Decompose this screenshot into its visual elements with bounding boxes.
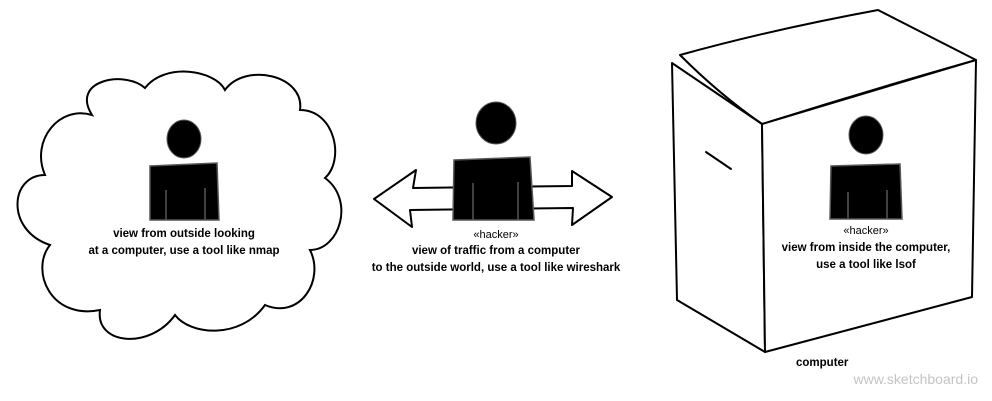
traffic-hacker-figure-icon[interactable] [452,101,535,221]
cloud-label: view from outside looking at a computer,… [74,226,294,260]
inside-stereotype: «hacker» [843,225,889,237]
inside-label-line2: use a tool like lsof [816,259,916,271]
cloud-hacker-figure-icon[interactable] [149,119,220,221]
cloud-label-line1: view from outside looking [113,228,255,240]
inside-label-line1: view from inside the computer, [781,242,951,254]
traffic-label-line2: to the outside world, use a tool like wi… [371,262,621,274]
inside-hacker-figure-icon[interactable] [829,115,903,220]
computer-box-icon[interactable] [671,9,977,353]
traffic-label: view of traffic from a computer to the o… [346,243,646,277]
traffic-stereotype: «hacker» [473,229,519,241]
cloud-label-line2: at a computer, use a tool like nmap [88,245,280,257]
watermark: www.sketchboard.io [853,371,978,387]
inside-label: view from inside the computer, use a too… [756,240,976,274]
traffic-label-line1: view of traffic from a computer [411,245,581,257]
computer-label: computer [796,357,849,369]
